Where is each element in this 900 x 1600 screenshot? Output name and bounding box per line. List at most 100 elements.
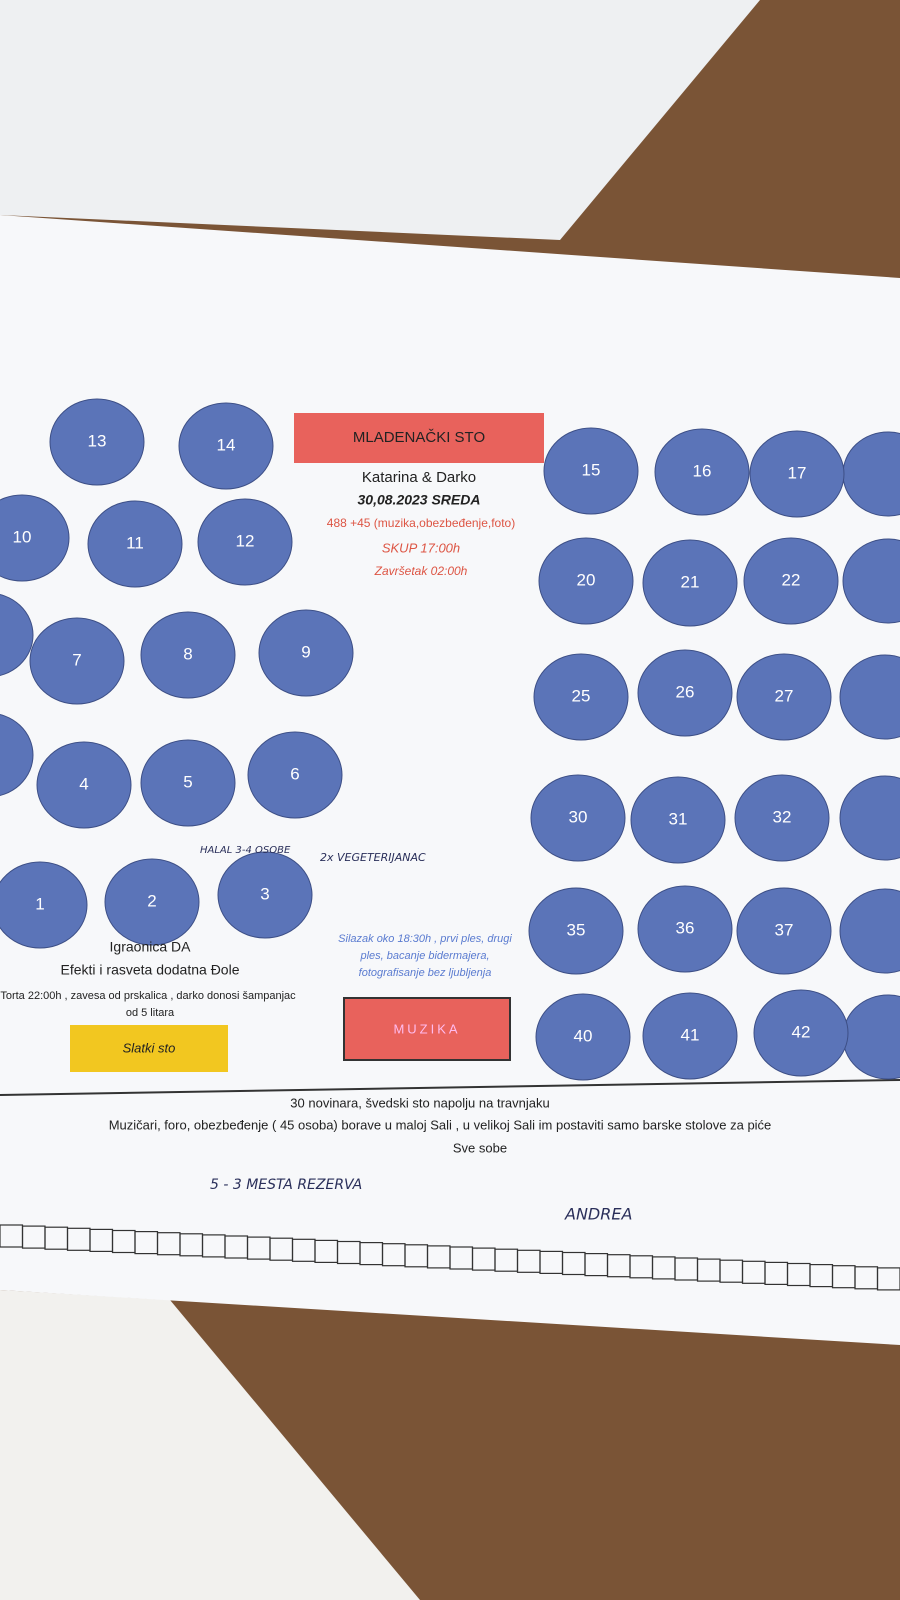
table <box>528 887 624 975</box>
table-number: 15 <box>582 460 601 479</box>
table <box>839 888 900 974</box>
table <box>753 989 849 1077</box>
table <box>743 537 839 625</box>
table <box>87 500 183 588</box>
table <box>0 714 34 796</box>
table-number: 35 <box>567 920 586 939</box>
table-number: 40 <box>574 1026 593 1045</box>
table <box>538 537 634 625</box>
table-number: 22 <box>782 570 801 589</box>
table <box>842 538 900 624</box>
title-box <box>294 413 544 463</box>
table <box>217 851 313 939</box>
table <box>178 402 274 490</box>
start: SKUP 17:00h <box>382 540 460 555</box>
note: ples, bacanje bidermajera, <box>359 950 489 962</box>
footer: 30 novinara, švedski sto napolju na trav… <box>290 1095 549 1110</box>
table <box>543 427 639 515</box>
table-number: 30 <box>569 807 588 826</box>
table-number: 4 <box>79 774 88 793</box>
table <box>104 858 200 946</box>
table <box>0 494 70 582</box>
table <box>654 428 750 516</box>
footer: Muzičari, foro, obezbeđenje ( 45 osoba) … <box>109 1117 772 1132</box>
table <box>530 774 626 862</box>
table-number: 7 <box>72 650 81 669</box>
date: 30,08.2023 SREDA <box>358 492 481 508</box>
ruler <box>0 1224 900 1291</box>
table-number: 12 <box>236 531 255 550</box>
table <box>36 741 132 829</box>
note: fotografisanje bez ljubljenja <box>359 967 492 979</box>
table <box>630 776 726 864</box>
handwriting: 2x VEGETERIJANAC <box>320 851 426 864</box>
ruler-cell <box>876 1267 900 1291</box>
table-number: 17 <box>788 463 807 482</box>
table <box>197 498 293 586</box>
table <box>0 594 34 676</box>
table-number: 3 <box>260 884 269 903</box>
table <box>49 398 145 486</box>
table-number: 41 <box>681 1025 700 1044</box>
table <box>749 430 845 518</box>
table-number: 13 <box>88 431 107 450</box>
slatki-box <box>70 1025 228 1072</box>
floor <box>0 0 760 240</box>
table-number: 5 <box>183 772 192 791</box>
table-number: 10 <box>13 527 32 546</box>
guests: 488 +45 (muzika,obezbeđenje,foto) <box>327 516 515 530</box>
table <box>140 739 236 827</box>
table-number: 9 <box>301 642 310 661</box>
table-number: 6 <box>290 764 299 783</box>
note: Silazak oko 18:30h , prvi ples, drugi <box>338 933 512 945</box>
table-number: 25 <box>572 686 591 705</box>
white-surface <box>0 1290 420 1600</box>
table <box>29 617 125 705</box>
table <box>535 993 631 1081</box>
table <box>140 611 236 699</box>
muzika-label: MUZIKA <box>393 1021 460 1036</box>
handwriting: 5 - 3 MESTA REZERVA <box>210 1177 362 1193</box>
note: Efekti i rasveta dodatna Đole <box>61 962 240 978</box>
table-number: 27 <box>775 686 794 705</box>
divider <box>0 1079 900 1096</box>
table-number: 36 <box>676 918 695 937</box>
table-number: 21 <box>681 572 700 591</box>
table <box>637 885 733 973</box>
table-number: 8 <box>183 644 192 663</box>
muzika-box <box>343 997 511 1061</box>
table-number: 32 <box>773 807 792 826</box>
table-number: 1 <box>35 894 44 913</box>
table-number: 26 <box>676 682 695 701</box>
table <box>839 654 900 740</box>
table-number: 42 <box>792 1022 811 1041</box>
table-number: 37 <box>775 920 794 939</box>
handwriting: ANDREA <box>564 1205 632 1224</box>
end: Završetak 02:00h <box>374 564 468 578</box>
table-number: 11 <box>126 533 144 552</box>
table <box>734 774 830 862</box>
handwriting: HALAL 3-4 OSOBE <box>200 845 291 856</box>
couple: Katarina & Darko <box>362 469 476 486</box>
table-number: 31 <box>669 809 688 828</box>
table-number: 2 <box>147 891 156 910</box>
note: od 5 litara <box>126 1007 175 1019</box>
table <box>258 609 354 697</box>
table <box>642 539 738 627</box>
table-number: 14 <box>217 435 236 454</box>
table <box>736 887 832 975</box>
slatki-label: Slatki sto <box>123 1040 176 1055</box>
table-number: 20 <box>577 570 596 589</box>
table <box>642 992 738 1080</box>
table <box>247 731 343 819</box>
title: MLADENAČKI STO <box>353 429 485 446</box>
table-number: 16 <box>693 461 712 480</box>
table <box>0 861 88 949</box>
table <box>839 775 900 861</box>
note: Igraonica DA <box>110 939 192 955</box>
table <box>533 653 629 741</box>
table <box>637 649 733 737</box>
